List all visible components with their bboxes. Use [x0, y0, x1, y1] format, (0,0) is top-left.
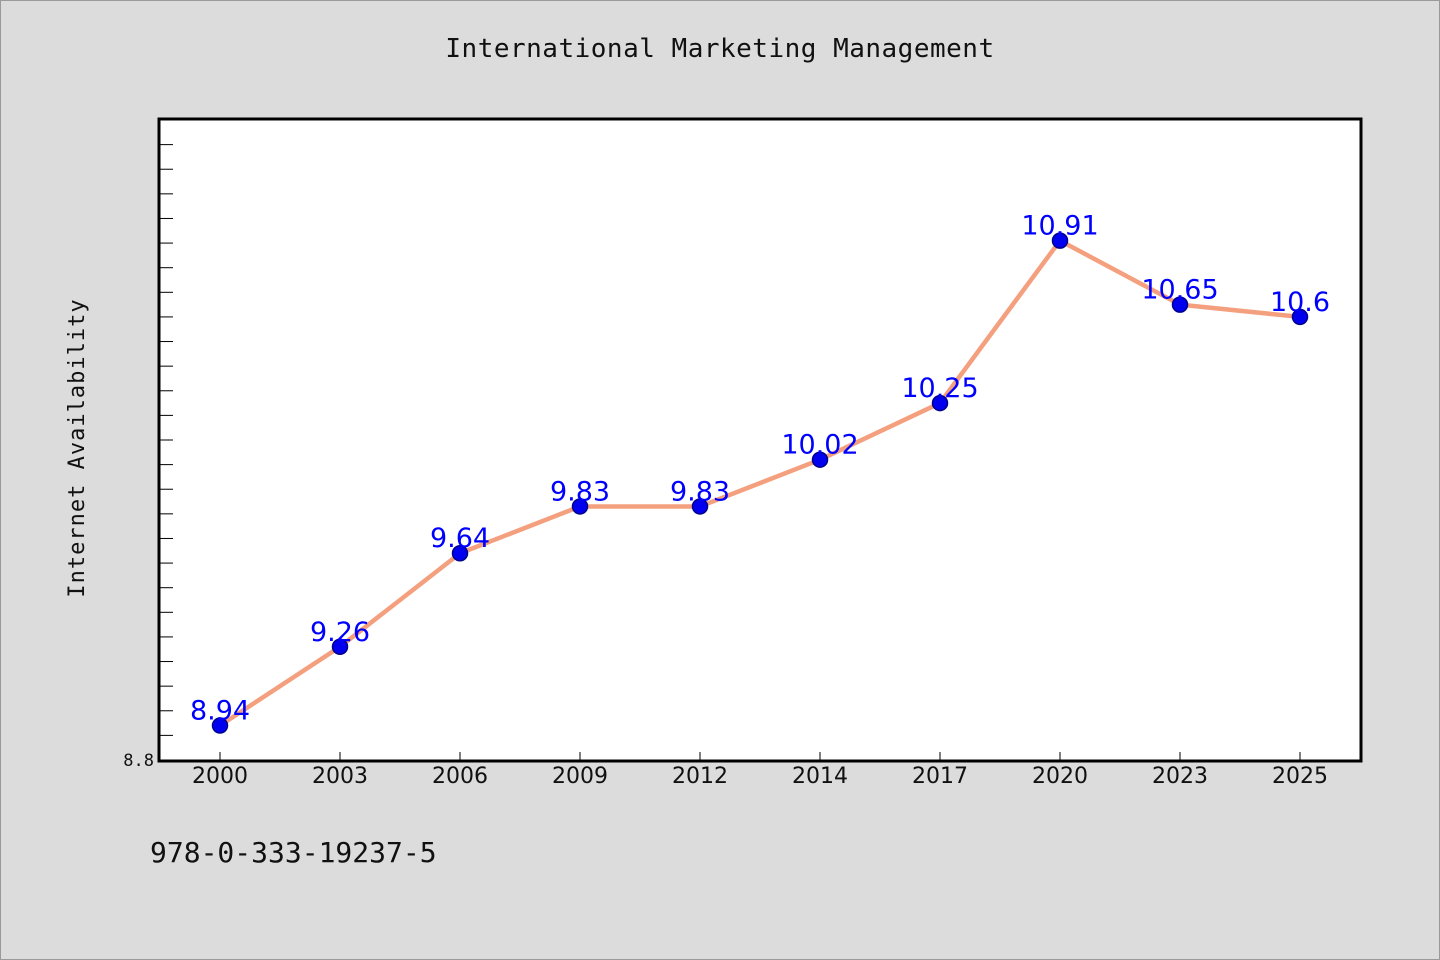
x-tick-label: 2003 [312, 764, 368, 789]
y-axis-label: Internet Availability [65, 298, 90, 597]
data-point [811, 451, 829, 468]
x-tick-label: 2012 [672, 764, 728, 789]
data-label: 10.65 [1141, 275, 1218, 306]
series-line [217, 238, 1303, 728]
data-point [331, 638, 349, 656]
data-label: 9.83 [550, 476, 610, 507]
y-axis-ticks [160, 144, 173, 736]
data-label: 9.26 [310, 617, 370, 648]
x-tick-label: 2017 [912, 764, 968, 789]
data-label: 9.83 [670, 476, 730, 507]
data-point [571, 498, 589, 515]
x-tick-label: 2006 [432, 764, 488, 789]
data-label: 10.02 [781, 430, 858, 461]
data-point [1171, 296, 1189, 313]
data-label: 8.94 [190, 696, 250, 727]
plot-area [157, 117, 1363, 763]
x-tick-label: 2023 [1152, 764, 1208, 789]
data-point [931, 394, 949, 412]
data-label: 10.91 [1021, 211, 1098, 242]
data-labels: 8.94 9.26 9.64 9.83 9.83 10.02 10.25 10.91 10.65… [190, 211, 1330, 727]
data-point [1051, 232, 1069, 249]
data-point [691, 498, 709, 515]
chart-title: International Marketing Management [445, 34, 995, 64]
y-min-tick-label: 8.8 [123, 751, 154, 771]
data-point [211, 717, 229, 734]
data-label: 10.25 [901, 373, 978, 404]
data-label: 10.6 [1270, 287, 1330, 318]
x-tick-label: 2020 [1032, 764, 1088, 789]
data-label: 9.64 [430, 523, 490, 554]
x-tick-label: 2000 [192, 764, 248, 789]
x-axis-ticks: 2000 2003 2006 2009 2012 2014 2017 2020 2023 2025 [192, 752, 1328, 789]
x-tick-label: 2025 [1272, 764, 1328, 789]
x-tick-label: 2009 [552, 764, 608, 789]
x-tick-label: 2014 [792, 764, 848, 789]
series-line-group [217, 238, 1303, 728]
data-point [1291, 308, 1309, 326]
isbn-code: 978-0-333-19237-5 [150, 836, 437, 869]
data-markers [211, 232, 1309, 734]
data-point [451, 544, 469, 562]
